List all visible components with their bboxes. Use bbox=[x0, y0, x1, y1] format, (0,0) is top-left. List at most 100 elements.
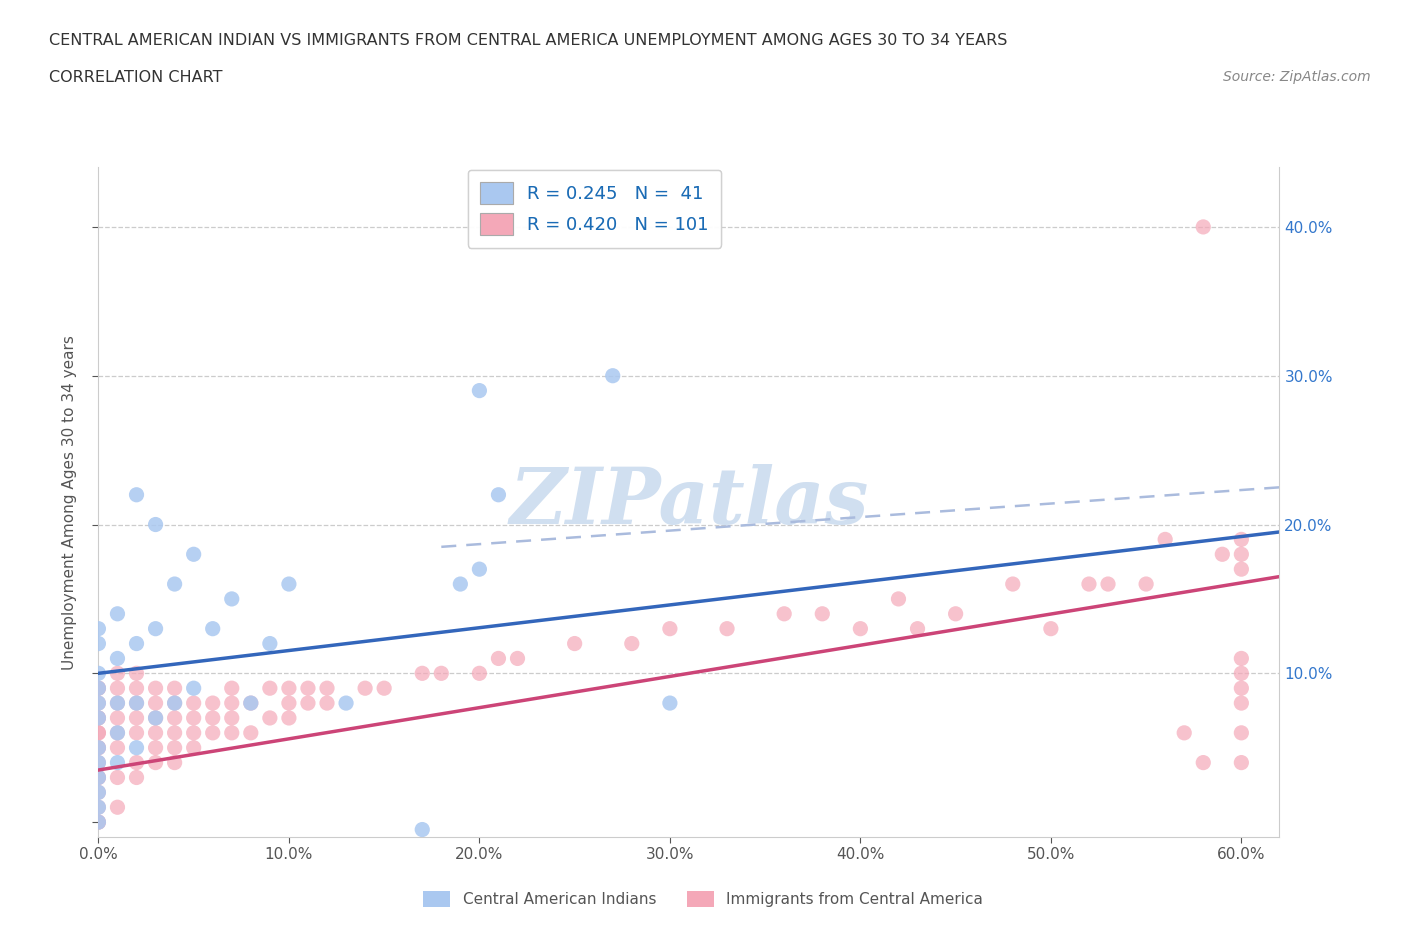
Point bbox=[1230, 532, 1253, 547]
Point bbox=[107, 696, 129, 711]
Point bbox=[468, 666, 491, 681]
Point bbox=[87, 696, 110, 711]
Point bbox=[602, 368, 624, 383]
Point bbox=[907, 621, 929, 636]
Point bbox=[145, 711, 167, 725]
Point bbox=[125, 740, 148, 755]
Point bbox=[87, 621, 110, 636]
Point bbox=[125, 681, 148, 696]
Point bbox=[488, 487, 510, 502]
Point bbox=[1230, 651, 1253, 666]
Point bbox=[107, 666, 129, 681]
Point bbox=[1154, 532, 1177, 547]
Point bbox=[221, 725, 243, 740]
Point bbox=[259, 636, 281, 651]
Point bbox=[145, 755, 167, 770]
Point bbox=[1192, 219, 1215, 234]
Point bbox=[239, 696, 262, 711]
Point bbox=[297, 696, 319, 711]
Point bbox=[1230, 666, 1253, 681]
Point bbox=[163, 740, 186, 755]
Point bbox=[107, 725, 129, 740]
Point bbox=[1173, 725, 1195, 740]
Point bbox=[107, 711, 129, 725]
Point bbox=[1230, 755, 1253, 770]
Point bbox=[488, 651, 510, 666]
Point bbox=[201, 621, 224, 636]
Point bbox=[277, 711, 299, 725]
Point bbox=[1097, 577, 1119, 591]
Point bbox=[87, 740, 110, 755]
Point bbox=[87, 785, 110, 800]
Point bbox=[1135, 577, 1157, 591]
Point bbox=[277, 681, 299, 696]
Point bbox=[107, 681, 129, 696]
Point bbox=[125, 755, 148, 770]
Point bbox=[125, 696, 148, 711]
Point bbox=[107, 606, 129, 621]
Point bbox=[125, 770, 148, 785]
Point bbox=[87, 740, 110, 755]
Text: Source: ZipAtlas.com: Source: ZipAtlas.com bbox=[1223, 70, 1371, 84]
Point bbox=[297, 681, 319, 696]
Point bbox=[87, 636, 110, 651]
Point bbox=[87, 800, 110, 815]
Point bbox=[239, 725, 262, 740]
Point bbox=[87, 770, 110, 785]
Point bbox=[125, 711, 148, 725]
Point bbox=[145, 725, 167, 740]
Point bbox=[145, 711, 167, 725]
Text: CORRELATION CHART: CORRELATION CHART bbox=[49, 70, 222, 85]
Point bbox=[183, 547, 205, 562]
Point bbox=[183, 740, 205, 755]
Point bbox=[277, 696, 299, 711]
Point bbox=[221, 696, 243, 711]
Point bbox=[1230, 562, 1253, 577]
Legend: R = 0.245   N =  41, R = 0.420   N = 101: R = 0.245 N = 41, R = 0.420 N = 101 bbox=[468, 170, 721, 248]
Point bbox=[107, 651, 129, 666]
Point bbox=[887, 591, 910, 606]
Point bbox=[1230, 681, 1253, 696]
Y-axis label: Unemployment Among Ages 30 to 34 years: Unemployment Among Ages 30 to 34 years bbox=[62, 335, 77, 670]
Point bbox=[354, 681, 377, 696]
Point bbox=[107, 740, 129, 755]
Point bbox=[87, 696, 110, 711]
Point bbox=[849, 621, 872, 636]
Point bbox=[506, 651, 529, 666]
Text: ZIPatlas: ZIPatlas bbox=[509, 464, 869, 540]
Point bbox=[87, 740, 110, 755]
Point bbox=[87, 711, 110, 725]
Point bbox=[239, 696, 262, 711]
Point bbox=[259, 681, 281, 696]
Point bbox=[87, 725, 110, 740]
Point bbox=[620, 636, 643, 651]
Point bbox=[1230, 696, 1253, 711]
Point bbox=[658, 621, 681, 636]
Point bbox=[163, 577, 186, 591]
Point bbox=[125, 487, 148, 502]
Point bbox=[125, 666, 148, 681]
Point bbox=[259, 711, 281, 725]
Point bbox=[1078, 577, 1101, 591]
Point bbox=[107, 755, 129, 770]
Point bbox=[87, 681, 110, 696]
Point bbox=[87, 815, 110, 830]
Point bbox=[163, 755, 186, 770]
Point bbox=[87, 770, 110, 785]
Point bbox=[1039, 621, 1062, 636]
Point bbox=[1230, 725, 1253, 740]
Point bbox=[87, 800, 110, 815]
Point bbox=[811, 606, 834, 621]
Point bbox=[125, 636, 148, 651]
Point bbox=[163, 725, 186, 740]
Point bbox=[125, 696, 148, 711]
Point bbox=[87, 711, 110, 725]
Point bbox=[201, 711, 224, 725]
Point bbox=[658, 696, 681, 711]
Point bbox=[87, 785, 110, 800]
Point bbox=[316, 696, 339, 711]
Text: CENTRAL AMERICAN INDIAN VS IMMIGRANTS FROM CENTRAL AMERICA UNEMPLOYMENT AMONG AG: CENTRAL AMERICAN INDIAN VS IMMIGRANTS FR… bbox=[49, 33, 1008, 47]
Point bbox=[163, 711, 186, 725]
Point bbox=[145, 681, 167, 696]
Point bbox=[411, 666, 433, 681]
